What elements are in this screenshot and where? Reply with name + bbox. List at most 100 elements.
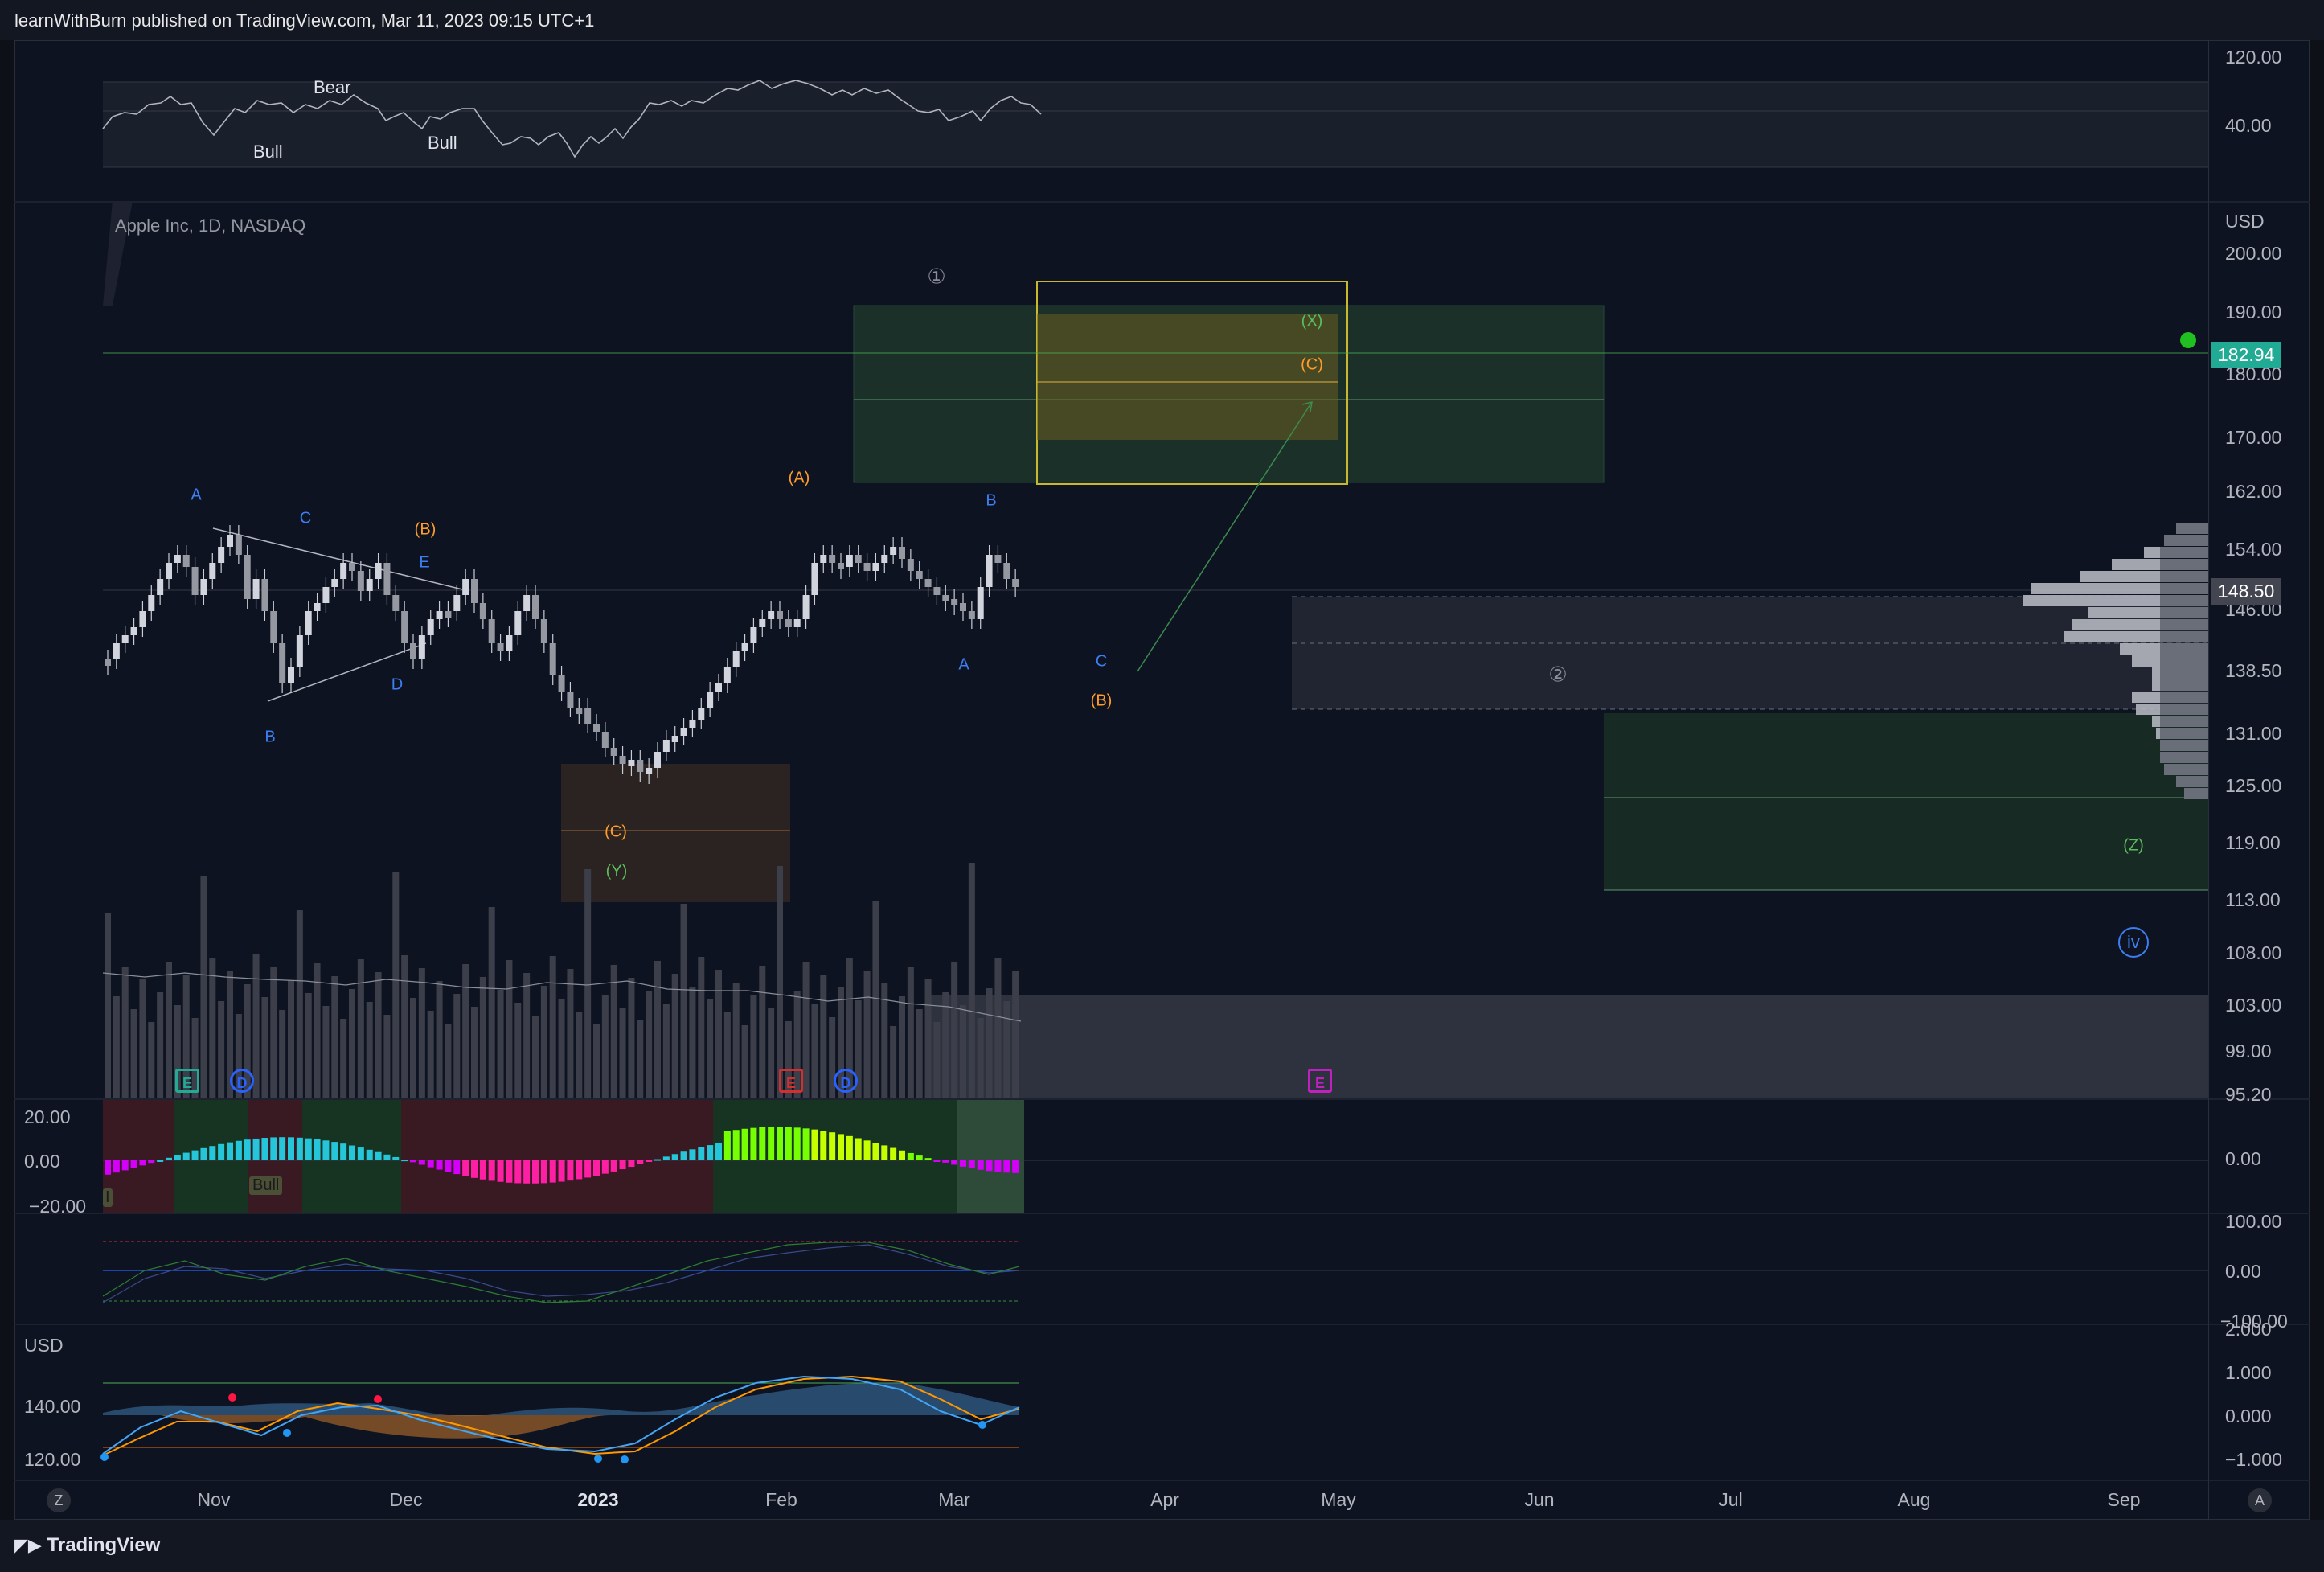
- tradingview-logo[interactable]: ◤▶ TradingView: [14, 1534, 160, 1557]
- stoch-y-label: 0.00: [2225, 1261, 2261, 1282]
- auto-scale-button[interactable]: A: [2248, 1488, 2272, 1512]
- dividend-event-icon[interactable]: D: [230, 1069, 254, 1093]
- earnings-event-icon[interactable]: E: [779, 1069, 803, 1093]
- rsi-pane-separator[interactable]: [14, 201, 2310, 203]
- candle-body: [846, 555, 853, 567]
- candle-body: [488, 619, 495, 643]
- candle-body: [340, 563, 347, 579]
- candle-body: [288, 667, 294, 683]
- osc-bar: [558, 1160, 565, 1182]
- candle-body: [863, 563, 871, 571]
- volume-bar: [855, 1000, 862, 1098]
- tv-brand-text: TradingView: [47, 1534, 161, 1556]
- volume-bar: [392, 872, 400, 1098]
- volume-bar: [121, 967, 129, 1098]
- volume-bar: [427, 1011, 434, 1098]
- osc-bar: [375, 1151, 382, 1160]
- volume-bar: [907, 967, 914, 1098]
- candle-body: [270, 611, 277, 643]
- wave-label: ②: [1548, 662, 1568, 687]
- candle-body: [139, 611, 146, 627]
- wave-label: D: [391, 675, 404, 694]
- volume-bar: [723, 1012, 731, 1098]
- osc-bar: [200, 1147, 207, 1160]
- osc-bar: [418, 1160, 425, 1165]
- candle-body: [218, 547, 225, 563]
- time-label: Sep: [2107, 1489, 2141, 1510]
- profile-bar-inner: [2164, 764, 2208, 775]
- osc-bar: [793, 1127, 801, 1160]
- candles: [105, 525, 1019, 784]
- profile-bar-inner: [2160, 752, 2208, 763]
- candle-body: [366, 579, 373, 591]
- macd-pane-separator[interactable]: [14, 1324, 2310, 1325]
- volume-bars: [105, 863, 1019, 1098]
- volume-bar: [401, 955, 408, 1098]
- volume-bar: [296, 910, 303, 1098]
- osc-bar: [252, 1138, 260, 1160]
- price-label: 95.20: [2225, 1084, 2272, 1105]
- osc-bar: [436, 1160, 443, 1170]
- macd-y-label-left: 120.00: [24, 1449, 81, 1470]
- candle-body: [375, 563, 382, 579]
- osc-pane-separator[interactable]: [14, 1098, 2310, 1100]
- osc-bar: [907, 1152, 914, 1160]
- osc-bar: [567, 1160, 574, 1181]
- price-axis[interactable]: [2208, 40, 2310, 1520]
- volume-bar: [811, 1004, 818, 1098]
- candle-body: [331, 579, 338, 587]
- volume-bar: [506, 960, 513, 1098]
- osc-bar: [540, 1160, 547, 1184]
- earnings-event-icon[interactable]: E: [175, 1069, 199, 1093]
- osc-y-label: −20.00: [29, 1196, 86, 1217]
- osc-bar: [933, 1160, 941, 1162]
- osc-y-label: 0.00: [24, 1151, 60, 1172]
- candle-body: [942, 595, 949, 601]
- volume-bar: [148, 1022, 155, 1098]
- candle-body: [279, 643, 286, 683]
- price-currency[interactable]: USD: [2225, 211, 2265, 232]
- volume-bar: [960, 1005, 966, 1098]
- osc-bar: [899, 1150, 905, 1160]
- osc-bar: [121, 1160, 129, 1171]
- wave-label: A: [191, 486, 202, 504]
- candle-body: [637, 760, 644, 772]
- volume-bar: [305, 993, 312, 1098]
- volume-bar: [357, 959, 364, 1098]
- volume-bar: [802, 962, 810, 1098]
- candle-body: [890, 547, 897, 555]
- symbol-title[interactable]: Apple Inc, 1D, NASDAQ: [115, 215, 306, 236]
- osc-bar: [960, 1160, 966, 1167]
- volume-bar: [942, 992, 949, 1098]
- candle-body: [410, 643, 416, 659]
- earnings-event-icon[interactable]: E: [1308, 1069, 1332, 1093]
- volume-bar: [279, 1010, 286, 1098]
- osc-bar: [838, 1134, 844, 1160]
- profile-bar-inner: [2160, 704, 2208, 715]
- time-label: Nov: [197, 1489, 231, 1510]
- zoom-reset-button[interactable]: Z: [47, 1488, 71, 1512]
- candle-body: [235, 535, 242, 555]
- macd-y-label-left: 140.00: [24, 1396, 81, 1417]
- stoch-y-label: 100.00: [2225, 1211, 2282, 1232]
- wave-label: B: [986, 491, 997, 510]
- candle-body: [750, 627, 757, 643]
- volume-bar: [288, 980, 294, 1098]
- dividend-event-icon[interactable]: D: [834, 1069, 858, 1093]
- volume-bar: [366, 1002, 373, 1098]
- volume-bar: [637, 1020, 644, 1098]
- price-label: 119.00: [2225, 832, 2281, 853]
- osc-bar: [968, 1160, 975, 1168]
- time-label: May: [1321, 1489, 1356, 1510]
- candle-body: [497, 643, 504, 651]
- candle-body: [628, 760, 635, 766]
- volume-bar: [977, 1018, 984, 1098]
- volume-bar: [418, 968, 425, 1098]
- rsi-bear-label: Bear: [314, 77, 351, 97]
- osc-bar: [662, 1156, 670, 1160]
- candle-body: [349, 563, 355, 571]
- stoch-pane-separator[interactable]: [14, 1213, 2310, 1214]
- wave-label: (Z): [2123, 836, 2144, 855]
- volume-bar: [331, 976, 338, 1098]
